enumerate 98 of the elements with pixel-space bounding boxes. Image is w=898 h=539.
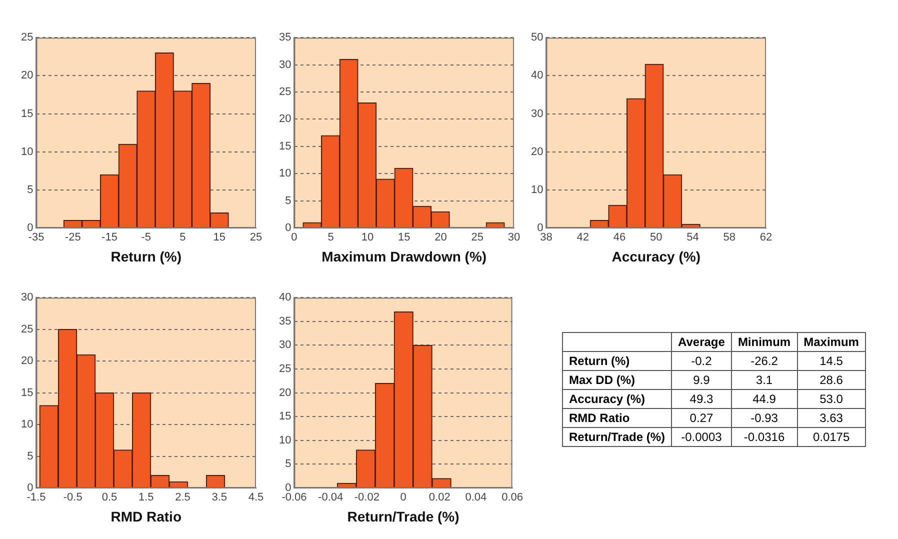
x-tick-label: 0.5	[102, 492, 118, 504]
data-label: 3.63	[797, 408, 866, 428]
x-tick-label: 25	[471, 232, 484, 244]
text: Maximum	[797, 332, 866, 352]
y-tick-label: 0	[285, 222, 292, 234]
y-tick-label: 0	[27, 482, 34, 494]
data-label: -0.0316	[731, 428, 798, 446]
x-axis-title: Return (%)	[110, 248, 182, 264]
category-label: Return (%)	[562, 352, 672, 370]
x-tick-label: 50	[650, 232, 662, 244]
x-tick-label: 5	[180, 232, 186, 244]
data-label: -26.2	[731, 352, 798, 370]
x-tick-label: -15	[102, 232, 118, 244]
y-tick-label: 15	[20, 108, 34, 120]
x-tick-label: 58	[723, 232, 736, 244]
y-tick-label: 0	[27, 222, 34, 234]
y-tick-label: 35	[278, 315, 292, 328]
data-label: -0.0003	[672, 428, 732, 446]
data-label: 49.3	[672, 390, 732, 408]
y-tick-label: 20	[20, 70, 34, 82]
x-tick-label: 5	[328, 232, 334, 244]
x-tick-label: 30	[508, 232, 520, 244]
x-tick-label: -5	[141, 232, 152, 244]
y-tick-label: 20	[530, 146, 544, 158]
data-label: -0.2	[672, 352, 732, 370]
y-tick-label: 20	[278, 386, 292, 399]
x-tick-label: 0.02	[428, 492, 450, 504]
x-tick-label: 25	[250, 232, 262, 244]
x-tick-label: 46	[613, 232, 626, 244]
y-tick-label: 40	[530, 70, 544, 82]
x-axis-title: Maximum Drawdown (%)	[322, 248, 487, 264]
x-tick-label: 2.5	[175, 492, 190, 504]
data-label: 0.0175	[797, 428, 866, 446]
y-tick-label: 30	[278, 339, 292, 352]
y-tick-label: 40	[278, 292, 292, 304]
y-tick-label: 15	[278, 410, 292, 423]
y-tick-label: 10	[530, 184, 544, 196]
x-tick-label: -1.5	[26, 492, 46, 504]
y-tick-label: 0	[285, 482, 292, 494]
x-tick-label: 20	[434, 232, 447, 244]
y-tick-label: 20	[278, 113, 292, 126]
data-label: 44.9	[731, 390, 798, 408]
text: Average	[672, 332, 732, 352]
x-tick-label: 38	[540, 232, 552, 244]
x-axis-title: Return/Trade (%)	[347, 508, 460, 524]
x-tick-label: -0.06	[282, 492, 307, 504]
data-label: 3.1	[731, 370, 798, 390]
x-tick-label: -25	[64, 232, 81, 244]
x-tick-label: 10	[361, 232, 374, 244]
y-tick-label: 10	[20, 418, 34, 431]
x-tick-label: 15	[398, 232, 410, 244]
x-tick-label: 4.5	[248, 492, 264, 504]
x-tick-label: -0.5	[63, 492, 82, 504]
y-tick-label: 30	[278, 58, 292, 71]
y-tick-label: 15	[278, 140, 292, 152]
x-tick-label: 62	[760, 232, 772, 244]
y-tick-label: 30	[530, 108, 544, 120]
x-tick-label: 54	[686, 232, 699, 244]
y-tick-label: 5	[27, 184, 34, 196]
data-label: 0.27	[672, 408, 732, 428]
y-tick-label: 25	[278, 363, 292, 376]
y-tick-label: 5	[285, 194, 292, 207]
x-tick-label: 0.04	[465, 492, 487, 504]
y-tick-label: 15	[20, 386, 34, 399]
data-label: 9.9	[672, 370, 732, 390]
y-tick-label: 50	[530, 32, 544, 44]
y-tick-label: 25	[278, 86, 292, 98]
x-tick-label: 0.06	[502, 492, 524, 504]
x-tick-label: 42	[576, 232, 589, 244]
x-axis-title: RMD Ratio	[110, 508, 182, 524]
y-tick-label: 10	[278, 434, 292, 446]
y-tick-label: 25	[20, 32, 34, 44]
category-label: Return/Trade (%)	[562, 428, 672, 446]
x-tick-label: 3.5	[212, 492, 228, 504]
x-tick-label: 0	[400, 492, 406, 504]
y-tick-label: 20	[20, 355, 34, 368]
data-label: 14.5	[797, 352, 866, 370]
legend-label: Minimum	[731, 332, 798, 352]
y-tick-label: 30	[20, 292, 34, 304]
y-tick-label: 25	[20, 323, 34, 336]
x-tick-label: -0.02	[354, 492, 380, 504]
data-label: -0.93	[731, 408, 798, 428]
y-tick-label: 0	[537, 222, 544, 234]
x-tick-label: -35	[28, 232, 44, 244]
y-tick-label: 10	[20, 146, 34, 158]
y-tick-label: 5	[285, 458, 292, 470]
y-tick-label: 5	[27, 450, 34, 462]
x-tick-label: -0.04	[318, 492, 344, 504]
x-axis-title: Accuracy (%)	[612, 248, 700, 264]
x-tick-label: 1.5	[138, 492, 154, 504]
category-label: Accuracy (%)	[562, 390, 672, 408]
category-label: RMD Ratio	[562, 408, 672, 428]
y-tick-label: 35	[278, 32, 292, 44]
data-label: 28.6	[797, 370, 866, 390]
y-tick-label: 10	[278, 168, 292, 180]
category-label: Max DD (%)	[562, 370, 672, 390]
data-label: 53.0	[797, 390, 866, 408]
x-tick-label: 15	[213, 232, 226, 244]
